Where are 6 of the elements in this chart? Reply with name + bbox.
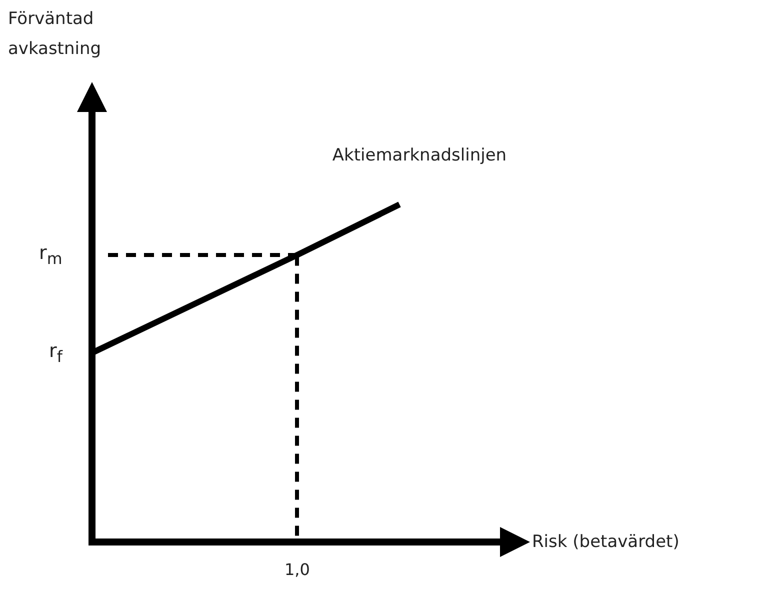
x-axis-title: Risk (betavärdet) (532, 532, 680, 552)
text: r$_{f}$ (49, 340, 62, 366)
text: Aktiemarknadslinjen (332, 145, 507, 166)
text: 1,0 (284, 560, 310, 579)
text: r$_{m}$ (39, 242, 62, 268)
text: Förväntad avkastning (8, 8, 102, 61)
